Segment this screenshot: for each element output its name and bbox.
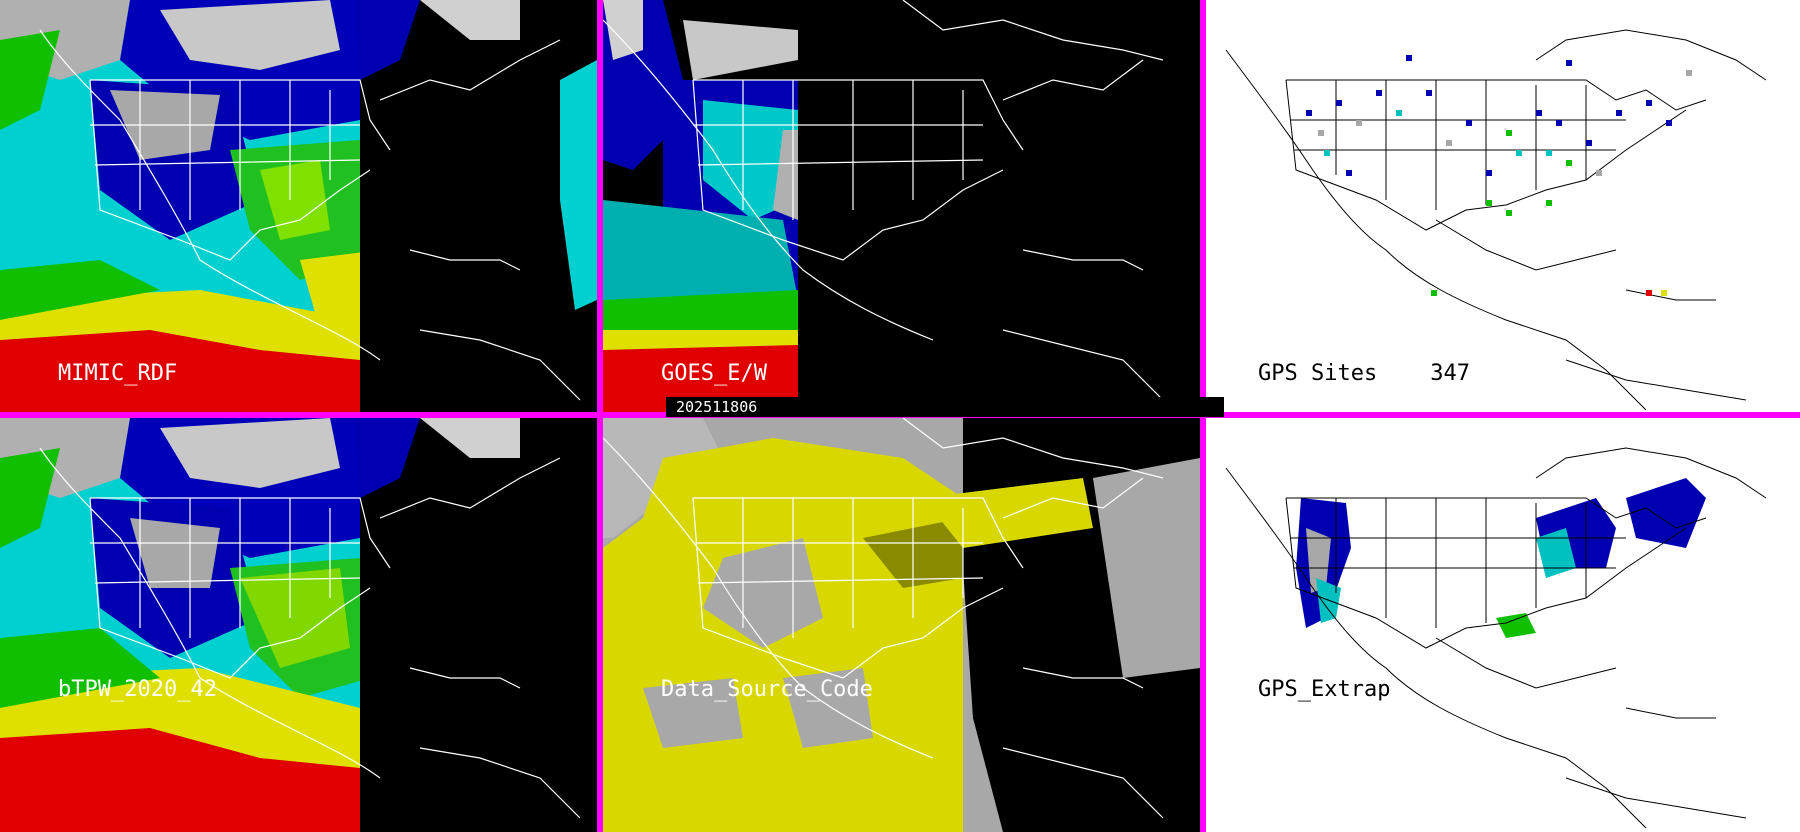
- tpw-map-mimic: [0, 0, 597, 412]
- panel-data-source: Data_Source_Code: [603, 418, 1200, 832]
- gps-site-markers: [1306, 55, 1692, 296]
- panel-label: GPS_Extrap: [1258, 677, 1391, 702]
- gps-sites-map: [1206, 0, 1800, 412]
- panel-label: bTPW_2020_42: [58, 677, 217, 702]
- tpw-map-btpw: [0, 418, 597, 832]
- map-borders: [39, 29, 581, 401]
- panel-btpw: bTPW_2020_42: [0, 418, 597, 832]
- panel-goes-ew: GOES_E/W: [603, 0, 1200, 412]
- timestamp-bar: 202511806: [666, 397, 1224, 417]
- gps-site-count: 347: [1430, 361, 1470, 386]
- panel-label: GOES_E/W: [661, 361, 767, 386]
- panel-label: Data_Source_Code: [661, 677, 873, 702]
- gps-extrap-map: [1206, 418, 1800, 832]
- panel-mimic-rdf: MIMIC_RDF: [0, 0, 597, 412]
- map-borders: [1225, 29, 1767, 411]
- panel-gps-sites: GPS Sites 347: [1206, 0, 1800, 412]
- tpw-map-goes: [603, 0, 1200, 412]
- data-source-map: [603, 418, 1200, 832]
- panel-label: GPS Sites 347: [1258, 361, 1470, 386]
- map-borders: [39, 447, 581, 819]
- map-borders: [1225, 447, 1767, 829]
- panel-label: MIMIC_RDF: [58, 361, 178, 386]
- map-borders: [603, 418, 1164, 819]
- map-borders: [603, 0, 1164, 401]
- panel-gps-extrap: GPS_Extrap: [1206, 418, 1800, 832]
